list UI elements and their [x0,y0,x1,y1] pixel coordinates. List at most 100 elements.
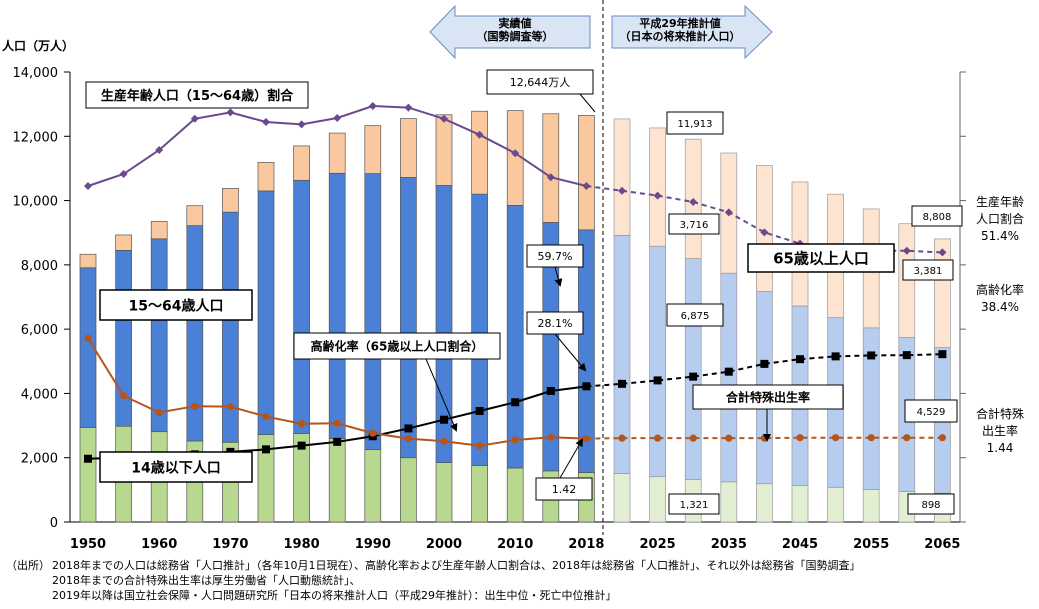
seisan-ratio-point-1965 [190,114,199,123]
bar-old-2060 [898,223,916,338]
y-tick-label: 0 [50,516,58,531]
source-label: （出所） [6,559,50,572]
bar-child-2045 [791,485,809,523]
koreika-point-2040 [760,359,769,368]
source-line-1: 2018年までの人口は総務省「人口推計」（各年10月1日現在）、高齢化率および生… [52,559,861,572]
child-2065-label-box [907,493,955,515]
seisan-ratio-point-2020 [618,186,626,195]
seisan-ratio-point-2005 [475,130,484,139]
koreika-point-2015 [546,387,555,396]
tfr-point-1990 [369,429,377,437]
koreika-point-1995 [404,424,413,433]
koreika-point-2050 [831,352,840,361]
tfr-legend-box [692,384,844,410]
koreika-legend: 高齢化率（65歳以上人口割合） [311,339,484,354]
old-2030-label-box [668,213,720,235]
bar-working-2005 [471,193,488,466]
total-2065-label-box [911,205,963,227]
x-tick-label: 1950 [70,537,106,552]
tfr-point-2030 [689,434,697,442]
bar-working-1980 [293,179,310,434]
koreika-point-2018 [582,382,591,391]
total-2018-leader [579,93,596,113]
working-2065-label: 4,529 [917,407,946,418]
working-2030-label: 6,875 [681,311,710,322]
x-tick-label: 1960 [141,537,177,552]
tfr-point-2020 [618,434,626,442]
seisan-ratio-point-2060 [902,246,911,255]
tfr-point-2018 [582,435,591,443]
koreika-point-2010 [511,398,520,407]
bar-old-1980 [293,145,310,181]
koreika-legend-box [293,332,501,360]
bar-child-1995 [400,457,417,523]
bar-child-2020 [613,473,631,523]
y-tick-label: 8,000 [21,259,58,274]
seisan-ratio-point-2025 [653,191,662,200]
bar-old-2015 [542,113,560,223]
seisan-ratio-legend: 生産年齢人口（15～64歳）割合 [101,88,294,104]
koreika-point-1975 [262,445,270,454]
right-seisan-label: 生産年齢人口割合 51.4% [976,194,1024,243]
x-tick-label: 2000 [426,537,462,552]
tfr-legend: 合計特殊出生率 [726,390,810,405]
koreika-point-2035 [724,367,733,376]
bar-old-1970 [222,188,239,213]
tfr-point-2000 [440,437,448,445]
bar-old-1990 [364,125,382,174]
working-legend: 15～64歳人口 [129,297,224,314]
tfr-2018-label: 1.42 [552,483,577,496]
seisan-ratio-point-2015 [546,173,555,182]
bar-child-2000 [435,462,453,523]
child-legend: 14歳以下人口 [131,459,220,476]
x-tick-label: 2045 [782,537,818,552]
tfr-point-2005 [476,442,484,450]
x-tick-label: 2035 [711,537,747,552]
child-2030-label: 1,321 [680,500,709,511]
tfr-point-2050 [832,434,840,442]
seisan-leader-arrow [554,266,563,287]
x-tick-label: 1980 [284,537,320,552]
bar-old-2018 [578,115,595,231]
koreika-leader-arrow [425,358,458,432]
seisan-ratio-point-2018 [582,182,591,190]
tfr-2018-leader-arrow [559,438,584,479]
tfr-point-2060 [903,434,911,442]
seisan-ratio-point-1985 [333,114,342,122]
seisan-ratio-point-1955 [119,170,128,178]
bar-working-1990 [364,173,382,451]
bar-working-1975 [257,190,275,435]
tfr-point-1995 [404,435,412,443]
bar-child-2050 [827,486,844,523]
total-2030-label: 11,913 [678,119,713,130]
projection-arrow [611,4,773,60]
y-tick-label: 14,000 [13,66,59,81]
koreika-point-2060 [902,351,911,360]
old-2030-label: 3,716 [680,220,709,231]
bar-working-2025 [649,245,666,478]
child-legend-box [99,451,253,483]
koreika-point-2025 [653,376,662,385]
seisan-ratio-point-2010 [511,149,520,158]
bar-old-2005 [471,110,488,195]
koreika-point-2055 [867,351,876,360]
tfr-point-2025 [654,434,662,442]
seisan-ratio-point-2040 [760,228,769,237]
source-line-3: 2019年以降は国立社会保障・人口問題研究所「日本の将来推計人口（平成29年推計… [52,589,617,602]
tfr-2018-label-box [535,477,593,501]
koreika-point-1950 [84,454,92,463]
tfr-point-2035 [725,434,733,442]
right-koreika-label: 高齢化率 38.4% [976,282,1024,314]
tfr-point-2045 [796,434,804,442]
y-tick-label: 2,000 [21,452,58,467]
bar-child-2055 [862,489,880,523]
x-tick-label: 1970 [212,537,248,552]
bar-child-2005 [471,465,488,523]
old-legend: 65歳以上人口 [773,250,869,268]
tfr-point-2010 [511,436,519,444]
y-axis-title: 人口（万人） [2,38,74,53]
tfr-point-2015 [547,433,555,441]
old-2065-label: 3,381 [914,266,943,277]
tfr-point-1970 [226,403,234,411]
